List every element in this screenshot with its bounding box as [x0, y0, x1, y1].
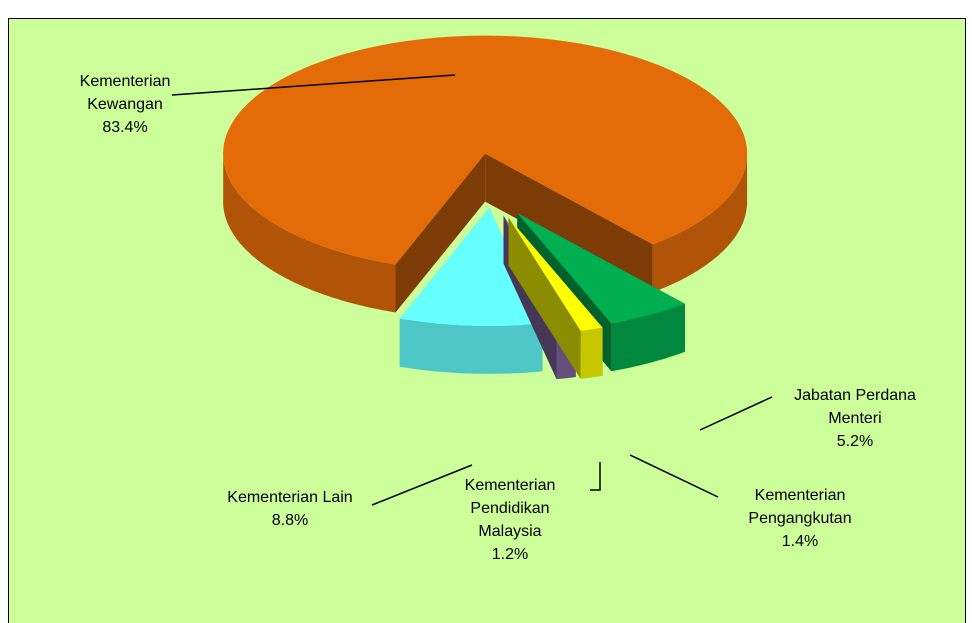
value-label: 5.2% [836, 433, 874, 450]
category-label: Kementerian Lain [227, 489, 353, 506]
slice-label: Kementerian Lain 8.8% [195, 486, 385, 532]
slice-label: Jabatan Perdana Menteri 5.2% [770, 384, 940, 453]
category-label: Kementerian Pengangkutan [748, 487, 852, 527]
slice-label: Kementerian Kewangan 83.4% [65, 70, 185, 139]
slice-label: Kementerian Pengangkutan 1.4% [740, 484, 860, 553]
leader-line [590, 462, 601, 491]
slice [223, 35, 748, 265]
value-label: 83.4% [102, 119, 148, 136]
slice-side [399, 318, 543, 374]
slice-side [395, 153, 486, 313]
slice-label: Kementerian Pendidikan Malaysia 1.2% [460, 474, 560, 566]
value-label: 1.4% [781, 533, 819, 550]
category-label: Kementerian Kewangan [79, 73, 171, 113]
value-label: 1.2% [491, 546, 529, 563]
slice-side [652, 151, 748, 293]
slice-side [580, 327, 603, 379]
slice-side [508, 217, 581, 379]
category-label: Jabatan Perdana Menteri [794, 387, 916, 427]
leader-line [699, 396, 773, 431]
slice-side [485, 153, 653, 293]
category-label: Kementerian Pendidikan Malaysia [464, 477, 556, 540]
leader-line [371, 464, 473, 506]
slice [517, 213, 685, 324]
leader-line [171, 74, 456, 96]
slice [508, 217, 603, 331]
leader-line [629, 454, 719, 498]
slice-side [611, 303, 685, 372]
value-label: 8.8% [271, 512, 309, 529]
slice-side [223, 151, 396, 313]
slice [399, 207, 543, 326]
